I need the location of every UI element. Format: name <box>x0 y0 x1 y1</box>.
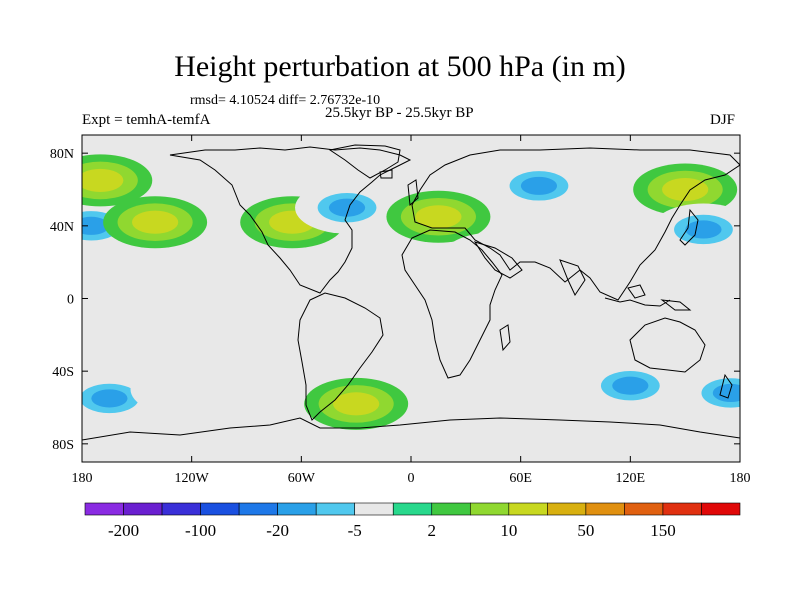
field-north-atlantic-low <box>295 181 400 234</box>
contour-level <box>328 198 366 217</box>
coast-australia <box>629 317 706 373</box>
coast-india <box>559 259 586 297</box>
lon-tick-label: 180 <box>730 471 751 486</box>
lon-tick-label: 120W <box>175 471 210 486</box>
colorbar-label: 150 <box>650 521 676 540</box>
coast-britain <box>407 179 419 207</box>
colorbar-box <box>354 502 394 516</box>
colorbar-box <box>662 502 702 516</box>
colorbar-box <box>508 502 548 516</box>
contour-level <box>461 242 526 275</box>
contour-level <box>712 383 740 403</box>
colorbar-box <box>431 502 471 516</box>
field-south-indian-low <box>578 359 683 412</box>
contour-level <box>150 373 215 406</box>
experiment-label: Expt = temhA-temfA <box>82 112 211 128</box>
rmsd-diff-stats: rmsd= 4.10524 diff= 2.76732e-10 <box>190 93 381 108</box>
colorbar-box <box>200 502 240 516</box>
contour-level <box>333 392 380 416</box>
colorbar-box <box>392 502 433 516</box>
colorbar-box <box>123 502 163 516</box>
colorbar-label: -5 <box>348 521 362 540</box>
coast-north-america <box>169 146 412 294</box>
contour-level <box>685 220 722 239</box>
contour-level <box>187 155 252 188</box>
coast-japan <box>679 208 699 246</box>
colorbar-box <box>701 502 741 516</box>
coast-iceland <box>379 169 393 179</box>
lat-tick-label: 0 <box>67 293 74 308</box>
lon-tick-label: 60W <box>288 471 316 486</box>
colorbar-box <box>277 502 317 516</box>
field-north-pacific-high-west <box>82 154 153 207</box>
lat-tick-label: 40S <box>52 365 74 380</box>
map-axes: 80N 40N 0 40S 80S 180 120W 60W 0 60E 120E 180 <box>50 135 751 486</box>
lat-tick-label: 80N <box>50 147 74 162</box>
colorbar-label: -20 <box>266 521 289 540</box>
field-south-pacific-low-2 <box>130 363 235 416</box>
contour-level <box>82 168 124 192</box>
field-south-atlantic-high <box>304 377 409 430</box>
contour-level <box>415 205 462 229</box>
lon-tick-label: 120E <box>616 471 646 486</box>
coast-arabia <box>473 241 523 279</box>
colorbar-label: 50 <box>577 521 594 540</box>
contour-level <box>82 216 110 235</box>
colorbar-label: 10 <box>500 521 517 540</box>
coast-indonesia <box>604 297 671 307</box>
coast-south-america <box>297 292 384 421</box>
coast-madagascar <box>499 324 511 352</box>
colorbar-box <box>469 502 510 516</box>
lat-tick-label: 40N <box>50 220 74 235</box>
field-north-pacific-high-east <box>103 196 208 249</box>
contour-level <box>91 389 128 408</box>
colorbar-label: 2 <box>428 521 437 540</box>
colorbar-box <box>585 502 625 516</box>
coast-greenland <box>328 144 401 179</box>
field-mediterranean-low <box>441 232 546 285</box>
contour-level <box>251 358 316 391</box>
coast-eurasia <box>411 147 740 301</box>
coast-africa <box>401 229 503 379</box>
coast-new-zealand <box>719 373 733 399</box>
colorbar-label: -200 <box>108 521 139 540</box>
period-label: 25.5kyr BP - 25.5kyr BP <box>325 105 474 121</box>
contour-level <box>662 177 709 202</box>
field-south-west-pacific-low <box>678 366 740 419</box>
lon-tick-label: 0 <box>408 471 415 486</box>
field-south-america-low <box>231 348 336 401</box>
contour-level <box>520 176 558 195</box>
lon-tick-label: 180 <box>72 471 93 486</box>
coast-new-guinea <box>660 299 692 311</box>
colorbar: -200 -100 -20 -5 2 10 50 150 <box>84 502 741 540</box>
colorbar-box <box>84 502 124 516</box>
colorbar-box <box>161 502 201 516</box>
coastlines <box>82 144 740 441</box>
colorbar-box <box>547 502 587 516</box>
coast-antarctica <box>82 417 740 441</box>
colorbar-box <box>624 502 664 516</box>
contour-level <box>612 376 649 395</box>
plot-title: Height perturbation at 500 hPa (in m) <box>174 50 626 83</box>
coast-borneo <box>627 284 646 299</box>
lat-tick-label: 80S <box>52 438 74 453</box>
field-canada-low <box>167 145 272 198</box>
colorbar-label: -100 <box>185 521 216 540</box>
colorbar-box <box>315 502 356 516</box>
lon-tick-label: 60E <box>509 471 532 486</box>
contour-level <box>132 210 179 234</box>
colorbar-box <box>238 502 278 516</box>
field-siberia-low <box>486 159 591 212</box>
contour-fields <box>82 145 740 430</box>
season-label: DJF <box>710 112 736 128</box>
